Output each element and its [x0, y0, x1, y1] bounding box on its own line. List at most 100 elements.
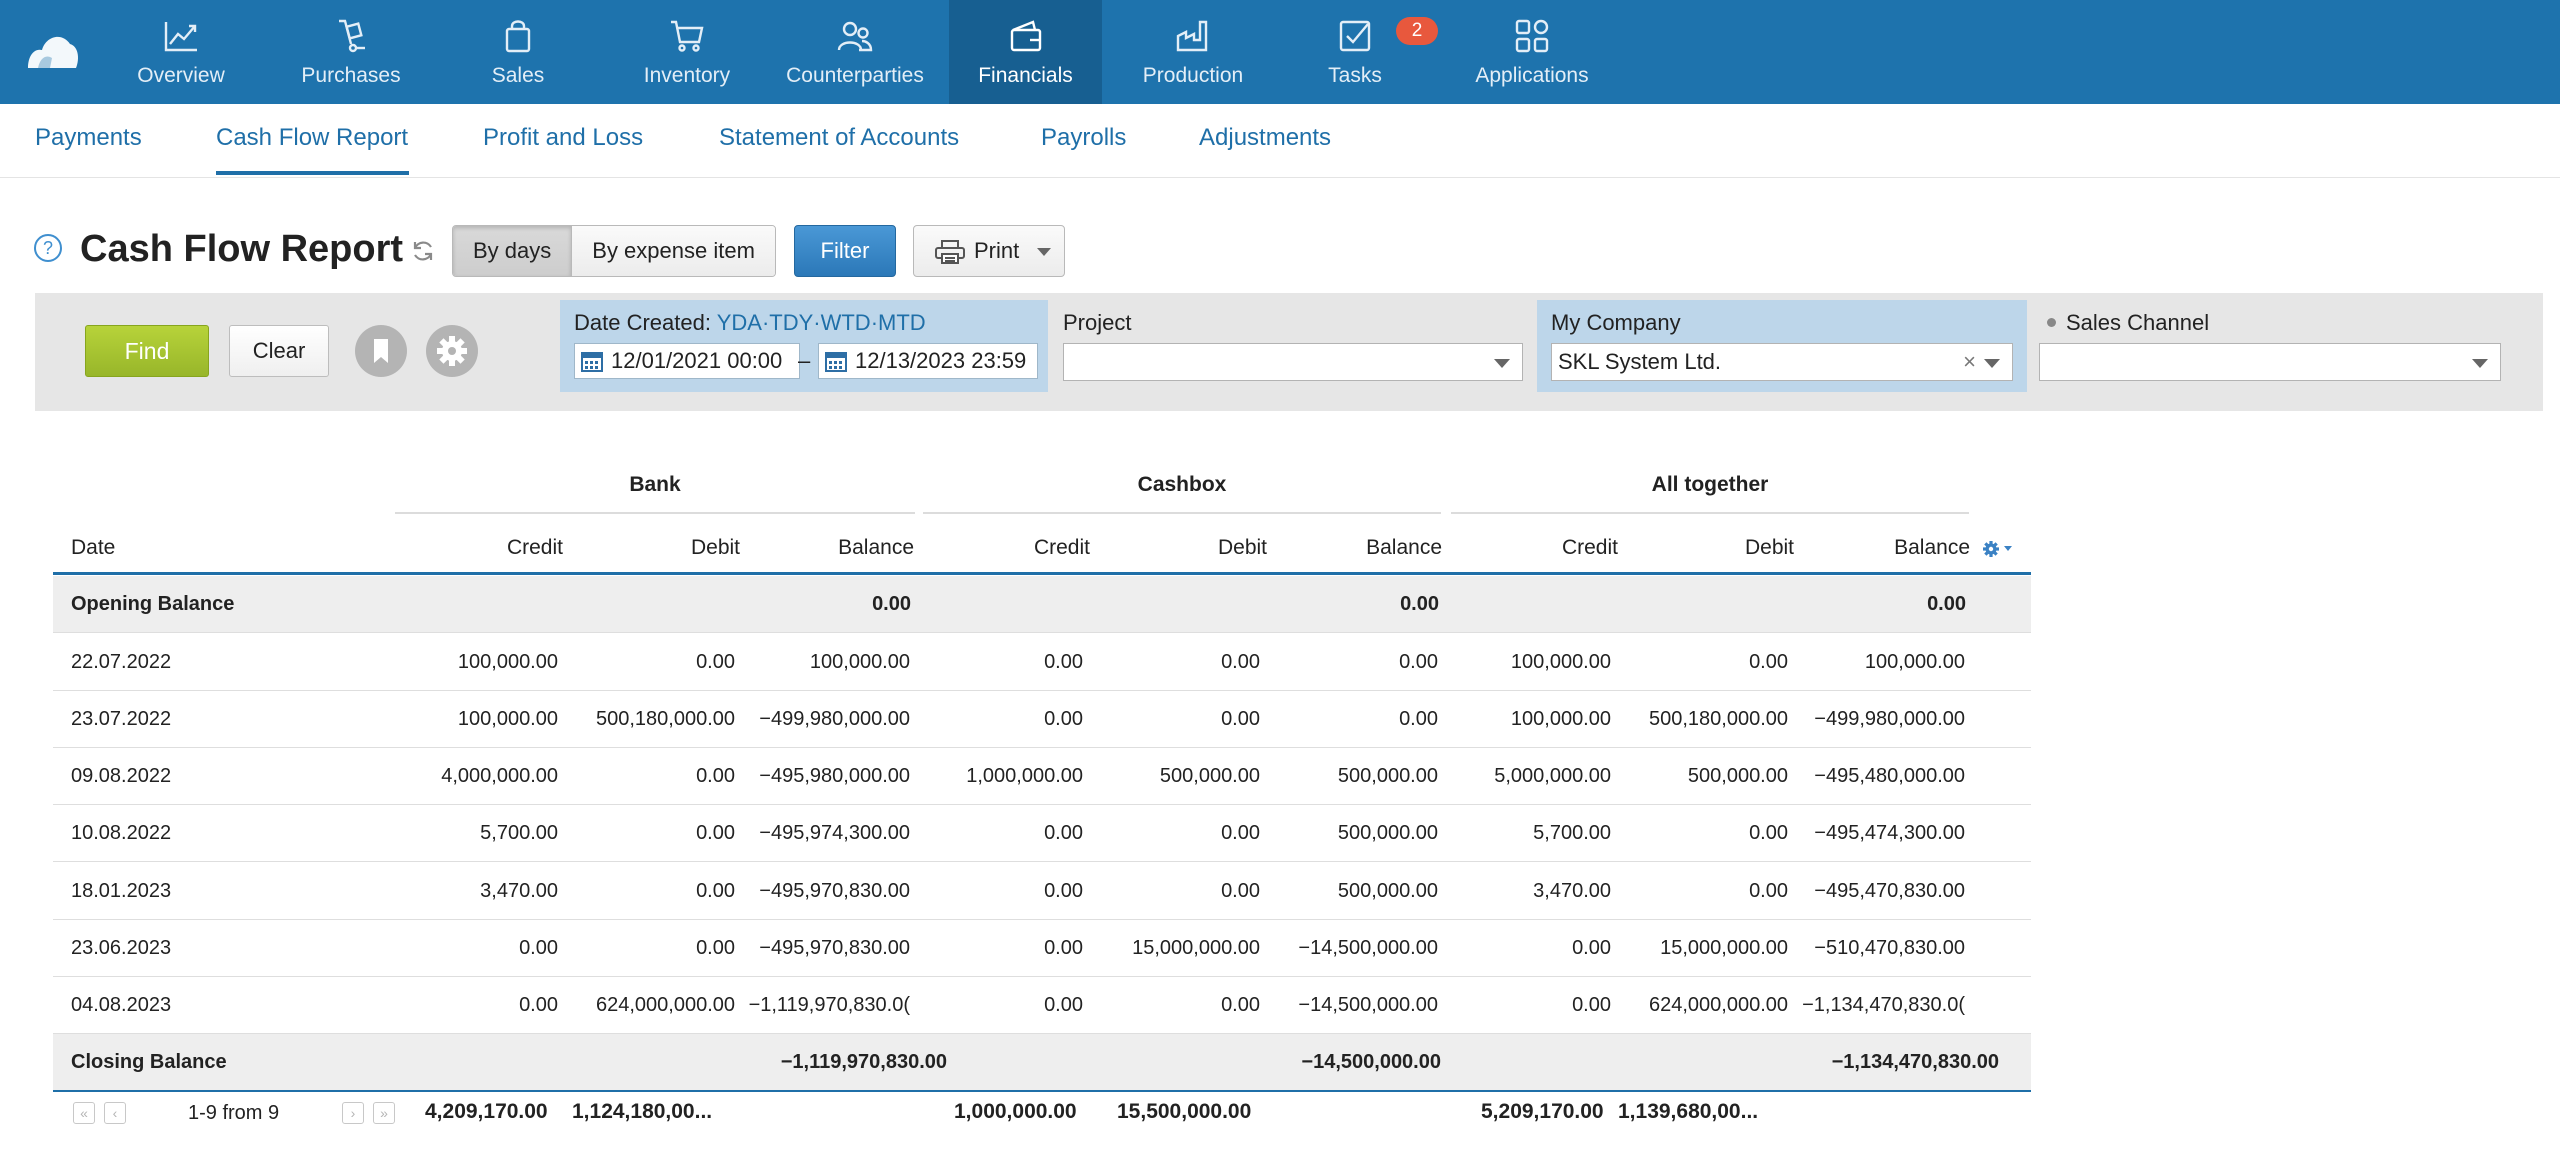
row-amount: 500,000.00 [1687, 765, 1788, 788]
prev-page-button[interactable]: ‹ [104, 1102, 126, 1124]
tab-payrolls[interactable]: Payrolls [1041, 124, 1127, 151]
sales-channel-select[interactable] [2039, 343, 2501, 381]
find-button[interactable]: Find [85, 325, 209, 377]
bookmark-button[interactable] [355, 325, 407, 377]
table-row[interactable]: 04.08.2023 0.00 624,000,000.00 −1,119,970,8… [53, 977, 2031, 1034]
column-settings-icon[interactable] [1982, 540, 2018, 558]
sub-navigation: Payments Cash Flow Report Profit and Los… [0, 104, 2560, 178]
nav-inventory[interactable]: Inventory [637, 0, 737, 104]
clear-selection-icon[interactable]: × [1963, 349, 1976, 374]
column-header-cashbox-credit[interactable]: Credit [1033, 536, 1090, 559]
settings-button[interactable] [426, 325, 478, 377]
nav-sales[interactable]: Sales [478, 0, 558, 104]
gear-icon [437, 336, 467, 366]
by-days-button[interactable]: By days [453, 226, 573, 276]
column-header-all-balance[interactable]: Balance [1894, 536, 1970, 559]
help-icon[interactable]: ? [34, 234, 62, 262]
column-header-bank-balance[interactable]: Balance [838, 536, 914, 559]
row-amount: −495,980,000.00 [759, 765, 910, 788]
row-amount: 0.00 [1221, 879, 1260, 902]
row-amount: −495,970,830.00 [759, 879, 910, 902]
row-amount: 0.00 [1399, 708, 1438, 731]
my-company-select[interactable]: SKL System Ltd. × [1551, 343, 2013, 381]
row-amount: 0.00 [1221, 708, 1260, 731]
column-header-date[interactable]: Date [71, 536, 116, 559]
active-tab-indicator [216, 171, 409, 175]
nav-production[interactable]: Production [1143, 0, 1243, 104]
next-page-button[interactable]: › [342, 1102, 364, 1124]
row-amount: 0.00 [1221, 822, 1260, 845]
column-header-all-debit[interactable]: Debit [1744, 536, 1794, 559]
table-row[interactable]: 22.07.2022 100,000.00 0.00 100,000.00 0.00 0.… [53, 634, 2031, 691]
total-bank-credit: 4,209,170.00 [425, 1100, 548, 1123]
row-amount: 500,000.00 [1337, 879, 1438, 902]
quick-wtd-link[interactable]: WTD [820, 310, 871, 335]
project-select[interactable] [1063, 343, 1523, 381]
nav-tasks[interactable]: Tasks 2 [1305, 0, 1438, 104]
row-amount: 100,000.00 [1510, 651, 1611, 673]
quick-tdy-link[interactable]: TDY [769, 310, 814, 335]
row-amount: 500,180,000.00 [595, 708, 735, 731]
tab-statement-of-accounts[interactable]: Statement of Accounts [719, 124, 960, 151]
row-date: 04.08.2023 [71, 993, 172, 1016]
quick-mtd-link[interactable]: MTD [878, 310, 926, 335]
refresh-icon[interactable] [410, 238, 436, 264]
nav-counterparties[interactable]: Counterparties [786, 0, 924, 104]
row-amount: 15,000,000.00 [1132, 936, 1260, 959]
row-amount: −495,974,300.00 [759, 822, 910, 845]
first-page-button[interactable]: « [73, 1102, 95, 1124]
checkbox-icon [1339, 20, 1371, 52]
tab-cash-flow-report[interactable]: Cash Flow Report [216, 124, 409, 151]
date-to-input[interactable]: 12/13/2023 23:59 [818, 343, 1038, 379]
table-row[interactable]: 09.08.2022 4,000,000.00 0.00 −495,980,000.0… [53, 748, 2031, 806]
cloud-logo-icon[interactable] [24, 28, 80, 72]
date-from-input[interactable]: 12/01/2021 00:00 [574, 343, 800, 379]
tab-profit-and-loss[interactable]: Profit and Loss [483, 124, 644, 151]
nav-overview[interactable]: Overview [131, 0, 231, 104]
row-amount: 0.00 [696, 879, 735, 902]
table-row[interactable]: 23.07.2022 100,000.00 500,180,000.00 −499,9… [53, 691, 2031, 749]
filter-button[interactable]: Filter [794, 225, 896, 277]
row-amount: 100,000.00 [457, 708, 558, 731]
row-date: 23.06.2023 [71, 936, 172, 959]
last-page-button[interactable]: » [373, 1102, 395, 1124]
by-expense-item-button[interactable]: By expense item [572, 226, 775, 276]
nav-financials[interactable]: Financials [949, 0, 1102, 104]
row-date: 22.07.2022 [71, 651, 172, 673]
row-amount: 4,000,000.00 [441, 765, 558, 788]
row-amount: 100,000.00 [457, 651, 558, 673]
row-amount: 0.00 [1749, 651, 1788, 673]
cart-icon [671, 20, 704, 52]
column-header-cashbox-debit[interactable]: Debit [1217, 536, 1267, 559]
table-row[interactable]: 23.06.2023 0.00 0.00 −495,970,830.00 0.00 15,… [53, 920, 2031, 977]
table-row[interactable]: 10.08.2022 5,700.00 0.00 −495,974,300.00 0.0… [53, 805, 2031, 863]
nav-applications[interactable]: Applications [1472, 0, 1592, 104]
row-date: 18.01.2023 [71, 879, 172, 902]
print-button[interactable]: Print [913, 225, 1065, 277]
column-header-bank-credit[interactable]: Credit [506, 536, 563, 559]
row-amount: 3,470.00 [480, 879, 558, 902]
row-amount: 0.00 [1572, 936, 1611, 959]
column-header-all-credit[interactable]: Credit [1561, 536, 1618, 559]
calendar-icon [825, 352, 847, 372]
row-amount: −495,480,000.00 [1814, 765, 1965, 788]
row-amount: 100,000.00 [809, 651, 910, 673]
closing-balance-row: Closing Balance −1,119,970,830.00 −14,50… [53, 1034, 2031, 1092]
nav-purchases[interactable]: Purchases [293, 0, 409, 104]
tab-payments[interactable]: Payments [35, 124, 142, 151]
table-row[interactable]: 18.01.2023 3,470.00 0.00 −495,970,830.00 0.0… [53, 863, 2031, 920]
row-amount: 0.00 [519, 936, 558, 959]
chevron-down-icon [1037, 248, 1051, 256]
tab-adjustments[interactable]: Adjustments [1199, 124, 1332, 151]
quick-yda-link[interactable]: YDA [716, 310, 762, 335]
column-header-bank-debit[interactable]: Debit [690, 536, 740, 559]
row-amount: 500,000.00 [1159, 765, 1260, 788]
chevron-down-icon [2472, 359, 2488, 368]
row-amount: −14,500,000.00 [1298, 993, 1438, 1016]
table-header-divider [53, 572, 2031, 575]
total-bank-debit: 1,124,180,00... [572, 1100, 713, 1123]
row-date: 09.08.2022 [71, 765, 172, 788]
clear-button[interactable]: Clear [229, 325, 329, 377]
row-amount: 0.00 [1749, 879, 1788, 902]
column-header-cashbox-balance[interactable]: Balance [1366, 536, 1442, 559]
